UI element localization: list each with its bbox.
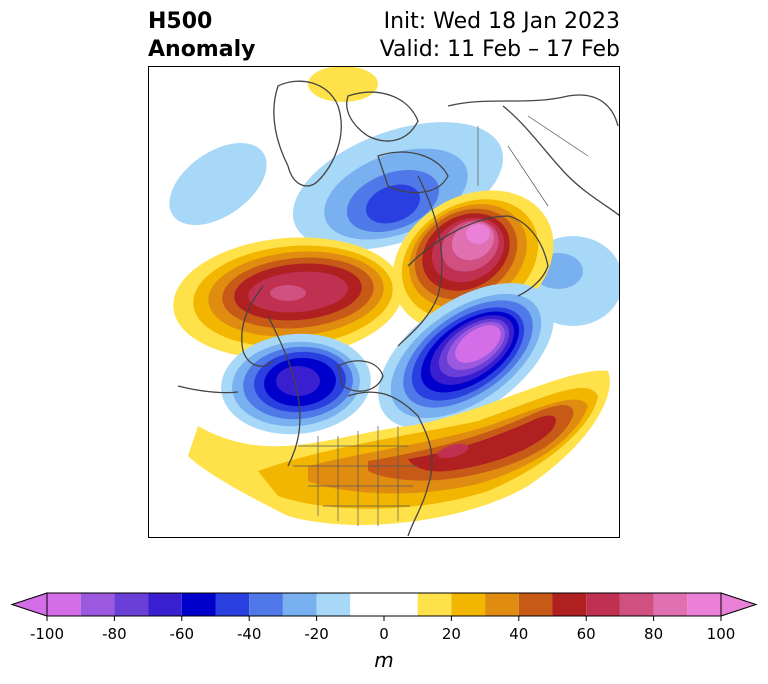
anomaly-map bbox=[148, 66, 620, 538]
colorbar-cell bbox=[249, 593, 283, 616]
colorbar-tick-label: -80 bbox=[102, 625, 127, 643]
colorbar-cells bbox=[10, 592, 758, 617]
colorbar-cell bbox=[80, 593, 115, 616]
colorbar-over-arrow bbox=[720, 592, 758, 617]
colorbar-tick-label: 20 bbox=[442, 625, 461, 643]
colorbar-unit: m bbox=[374, 648, 393, 672]
colorbar-cell bbox=[653, 593, 688, 616]
colorbar-cell bbox=[485, 593, 519, 616]
colorbar: -100 -80 -60 -40 -20 0 20 40 60 80 100 m bbox=[10, 592, 758, 672]
colorbar-cell bbox=[687, 593, 721, 616]
colorbar-cell bbox=[215, 593, 250, 616]
valid-range: Valid: 11 Feb – 17 Feb bbox=[379, 37, 620, 62]
colorbar-cell bbox=[586, 593, 620, 616]
colorbar-ticks: -100 -80 -60 -40 -20 0 20 40 60 80 100 bbox=[30, 616, 735, 643]
colorbar-tick-label: -20 bbox=[304, 625, 329, 643]
colorbar-tick-label: 40 bbox=[509, 625, 528, 643]
map-title-left: H500 Anomaly bbox=[148, 8, 255, 64]
colorbar-tick-label: 80 bbox=[644, 625, 663, 643]
colorbar-tick-label: -100 bbox=[30, 625, 64, 643]
anomaly-pac-low-west bbox=[169, 142, 267, 226]
colorbar-cell bbox=[451, 593, 486, 616]
colorbar-cell bbox=[181, 593, 216, 616]
anomaly-arctic-top-ridge bbox=[308, 66, 378, 102]
init-date: Init: Wed 18 Jan 2023 bbox=[383, 9, 620, 34]
map-title-right: Init: Wed 18 Jan 2023 Valid: 11 Feb – 17… bbox=[380, 8, 620, 64]
colorbar-cell bbox=[316, 593, 351, 616]
title-field: Anomaly bbox=[148, 37, 256, 62]
state-borders bbox=[293, 115, 589, 526]
colorbar-under-arrow bbox=[10, 592, 48, 617]
colorbar-cell bbox=[282, 593, 317, 616]
anomaly-ne-trough bbox=[378, 283, 554, 429]
coastlines bbox=[177, 80, 620, 537]
anomaly-wcan-trough bbox=[221, 333, 371, 435]
colorbar-tick-label: -60 bbox=[170, 625, 195, 643]
colorbar-cell bbox=[47, 593, 81, 616]
colorbar-cell bbox=[148, 593, 182, 616]
colorbar-tick-label: 100 bbox=[707, 625, 736, 643]
colorbar-tick-label: -40 bbox=[237, 625, 262, 643]
colorbar-cell bbox=[619, 593, 654, 616]
colorbar-cell bbox=[552, 593, 587, 616]
colorbar-tick-label: 60 bbox=[577, 625, 596, 643]
map-frame bbox=[148, 66, 620, 538]
colorbar-cell bbox=[114, 593, 149, 616]
anomaly-pac-ridge bbox=[173, 237, 403, 359]
title-variable: H500 bbox=[148, 9, 213, 34]
colorbar-cell bbox=[350, 593, 418, 616]
colorbar-cell bbox=[518, 593, 553, 616]
colorbar-cell bbox=[417, 593, 452, 616]
colorbar-tick-label: 0 bbox=[379, 625, 389, 643]
